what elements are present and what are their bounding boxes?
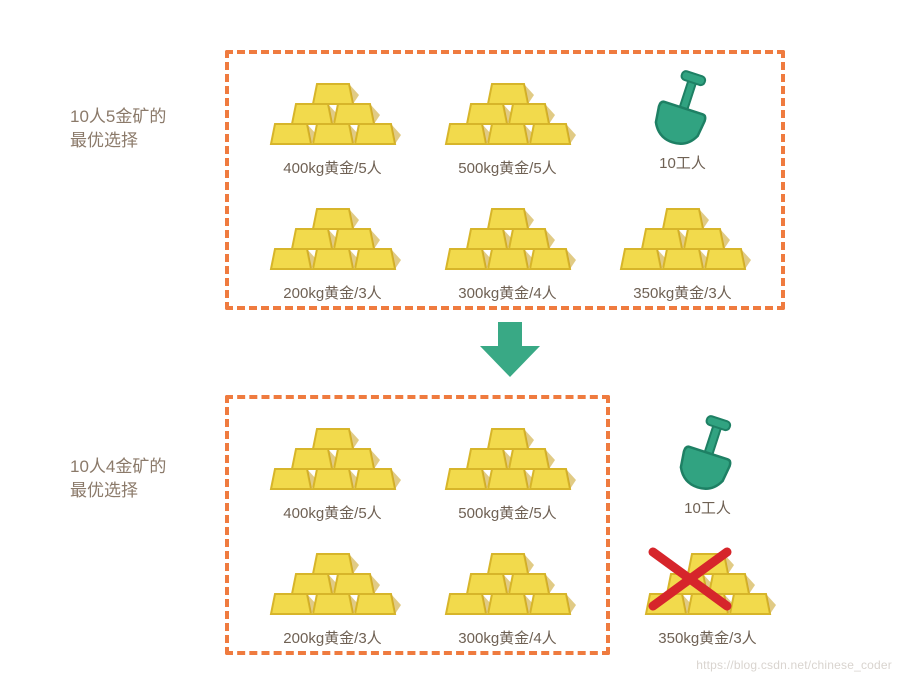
gold-caption: 400kg黄金/5人: [245, 502, 420, 523]
gold-pile-icon: [438, 540, 578, 618]
panel-top-label: 10人5金矿的最优选择: [70, 105, 190, 153]
gold-cell: 500kg黄金/5人: [420, 70, 595, 178]
gold-caption: 500kg黄金/5人: [420, 157, 595, 178]
gold-cell: 500kg黄金/5人: [420, 415, 595, 523]
gold-pile-icon: [438, 195, 578, 273]
gold-pile-icon: [438, 415, 578, 493]
gold-cell: 300kg黄金/4人: [420, 195, 595, 303]
gold-pile-icon: [263, 415, 403, 493]
arrow-down: [480, 322, 540, 377]
panel-top-label-line1: 10人5金矿的最优选择: [70, 107, 166, 150]
gold-caption: 350kg黄金/3人: [595, 282, 770, 303]
gold-caption: 500kg黄金/5人: [420, 502, 595, 523]
gold-cell: 200kg黄金/3人: [245, 195, 420, 303]
shovel-cell: 10工人: [595, 70, 770, 173]
gold-pile-icon: [638, 540, 778, 618]
gold-cell: 300kg黄金/4人: [420, 540, 595, 648]
gold-cell: 200kg黄金/3人: [245, 540, 420, 648]
gold-caption: 200kg黄金/3人: [245, 627, 420, 648]
gold-caption: 350kg黄金/3人: [620, 627, 795, 648]
gold-pile-icon: [263, 195, 403, 273]
panel-bottom-label-line1: 10人4金矿的最优选择: [70, 457, 166, 500]
arrow-down-icon: [480, 322, 540, 377]
gold-cell-crossed: 350kg黄金/3人: [620, 540, 795, 648]
gold-pile-icon: [263, 70, 403, 148]
gold-pile-icon: [438, 70, 578, 148]
panel-bottom-label: 10人4金矿的最优选择: [70, 455, 190, 503]
shovel-caption: 10工人: [595, 152, 770, 173]
gold-caption: 200kg黄金/3人: [245, 282, 420, 303]
gold-cell: 400kg黄金/5人: [245, 70, 420, 178]
shovel-caption: 10工人: [620, 497, 795, 518]
gold-caption: 400kg黄金/5人: [245, 157, 420, 178]
diagram-stage: 10人5金矿的最优选择 400kg黄金/5人: [0, 0, 900, 678]
gold-pile-icon: [613, 195, 753, 273]
gold-pile-icon: [263, 540, 403, 618]
shovel-icon: [658, 415, 758, 493]
gold-cell: 350kg黄金/3人: [595, 195, 770, 303]
watermark-text: https://blog.csdn.net/chinese_coder: [696, 658, 892, 672]
gold-cell: 400kg黄金/5人: [245, 415, 420, 523]
gold-caption: 300kg黄金/4人: [420, 627, 595, 648]
gold-caption: 300kg黄金/4人: [420, 282, 595, 303]
shovel-cell: 10工人: [620, 415, 795, 518]
shovel-icon: [633, 70, 733, 148]
